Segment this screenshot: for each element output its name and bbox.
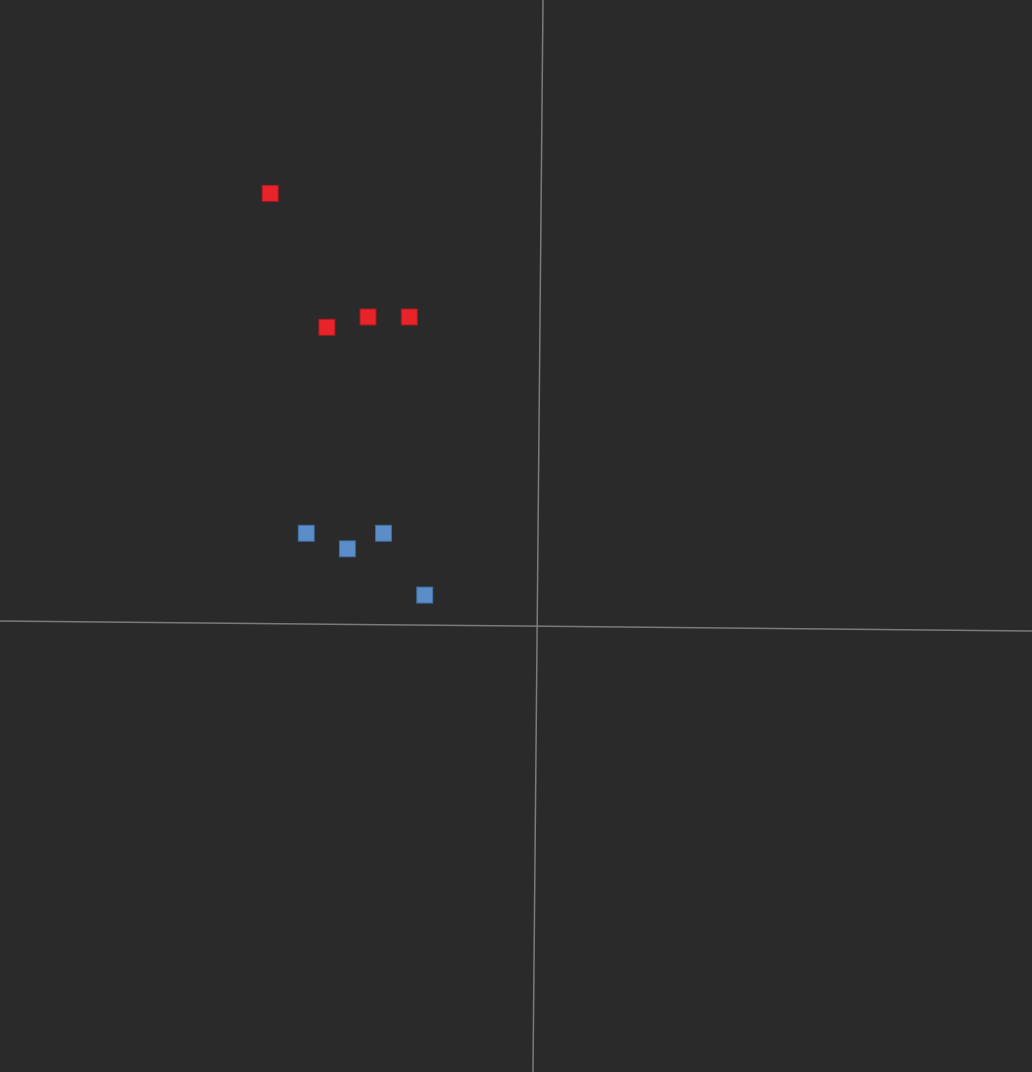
blue-point-1[interactable]: [297, 524, 315, 542]
blue-point-4[interactable]: [416, 586, 434, 604]
vertical-axis-line: [532, 0, 544, 1072]
red-point-4[interactable]: [400, 308, 418, 326]
horizontal-axis-line: [0, 620, 1032, 632]
red-point-3[interactable]: [359, 308, 377, 326]
blue-point-2[interactable]: [338, 540, 356, 558]
red-point-2[interactable]: [318, 318, 336, 336]
points-layer: [261, 184, 434, 604]
blue-point-3[interactable]: [375, 524, 392, 542]
red-point-1[interactable]: [261, 184, 279, 202]
